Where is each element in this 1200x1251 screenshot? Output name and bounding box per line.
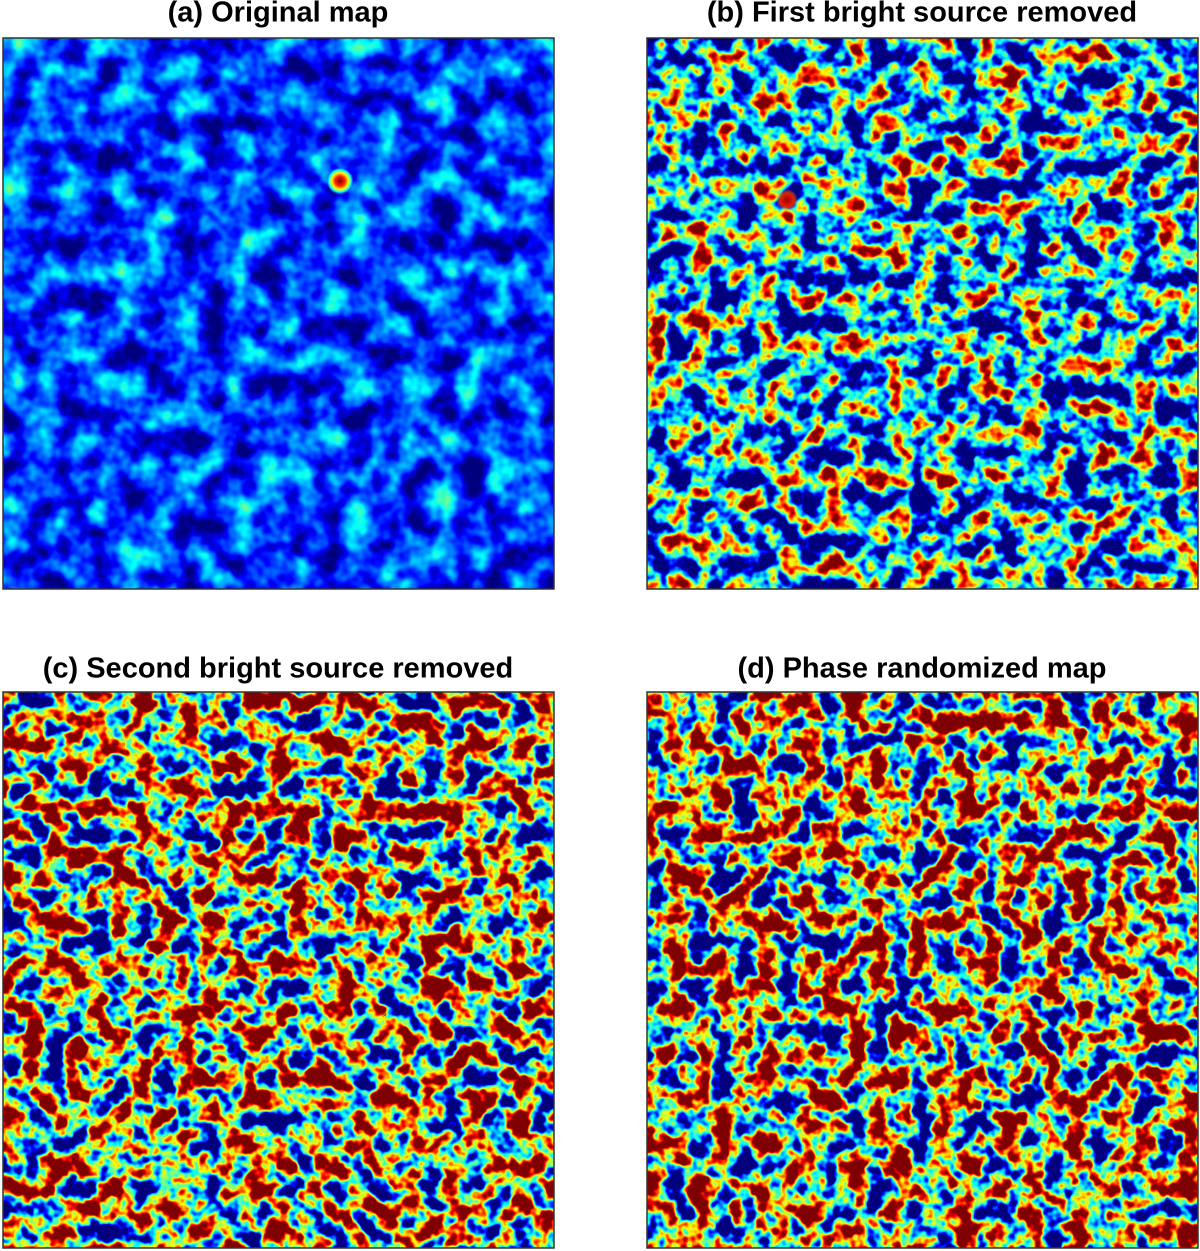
panel-a-map [2, 37, 555, 590]
panel-c-map [2, 691, 555, 1249]
panel-title: (c) Second bright source removed [43, 653, 514, 685]
panel-b-map [646, 37, 1199, 590]
panel-title: (a) Original map [168, 0, 389, 29]
panel-title: (b) First bright source removed [707, 0, 1137, 29]
panel-title: (d) Phase randomized map [737, 653, 1106, 685]
panel-d-map [646, 691, 1199, 1249]
